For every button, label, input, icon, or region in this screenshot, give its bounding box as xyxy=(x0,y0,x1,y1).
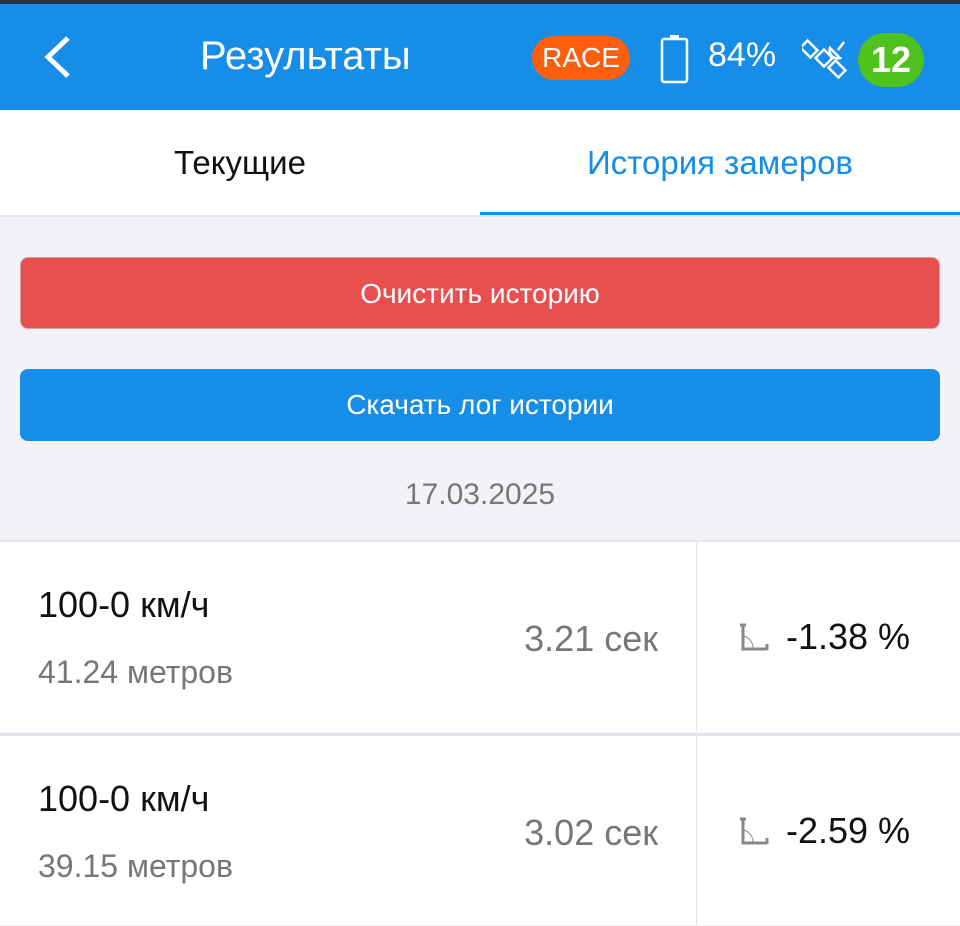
status-strip xyxy=(0,0,960,4)
record-distance: 41.24 метров xyxy=(38,654,233,690)
battery-level: 84% xyxy=(708,36,777,74)
record-time: 3.02 сек xyxy=(524,812,658,853)
list-item[interactable]: 100-0 км/ч 39.15 метров 3.02 сек -2.59 % xyxy=(0,733,960,925)
date-header: 17.03.2025 xyxy=(404,478,556,511)
slope-icon xyxy=(740,817,769,845)
chevron-left-icon xyxy=(44,36,70,78)
app-header: Результаты RACE 84% 12 xyxy=(0,4,960,110)
record-distance: 39.15 метров xyxy=(38,848,233,884)
record-slope: -1.38 % xyxy=(786,616,911,657)
tab-bar: Текущие История замеров xyxy=(0,110,960,217)
divider xyxy=(696,542,697,732)
list-item[interactable]: 100-0 км/ч 41.24 метров 3.21 сек -1.38 % xyxy=(0,540,960,732)
satellite-count-badge: 12 xyxy=(858,33,924,87)
back-button[interactable] xyxy=(40,32,80,82)
record-name: 100-0 км/ч xyxy=(38,778,210,819)
page-title: Результаты xyxy=(200,34,411,78)
record-time: 3.21 сек xyxy=(524,618,658,659)
battery-icon xyxy=(660,35,689,84)
tab-current[interactable]: Текущие xyxy=(174,144,306,181)
download-log-button[interactable]: Скачать лог истории xyxy=(20,369,940,441)
race-mode-badge[interactable]: RACE xyxy=(532,36,630,80)
slope-icon xyxy=(740,623,769,651)
tab-history[interactable]: История замеров xyxy=(480,110,960,215)
divider xyxy=(696,736,697,925)
clear-history-button[interactable]: Очистить историю xyxy=(20,257,940,329)
satellite-icon xyxy=(802,38,848,80)
record-name: 100-0 км/ч xyxy=(38,584,210,625)
record-slope: -2.59 % xyxy=(786,810,911,851)
